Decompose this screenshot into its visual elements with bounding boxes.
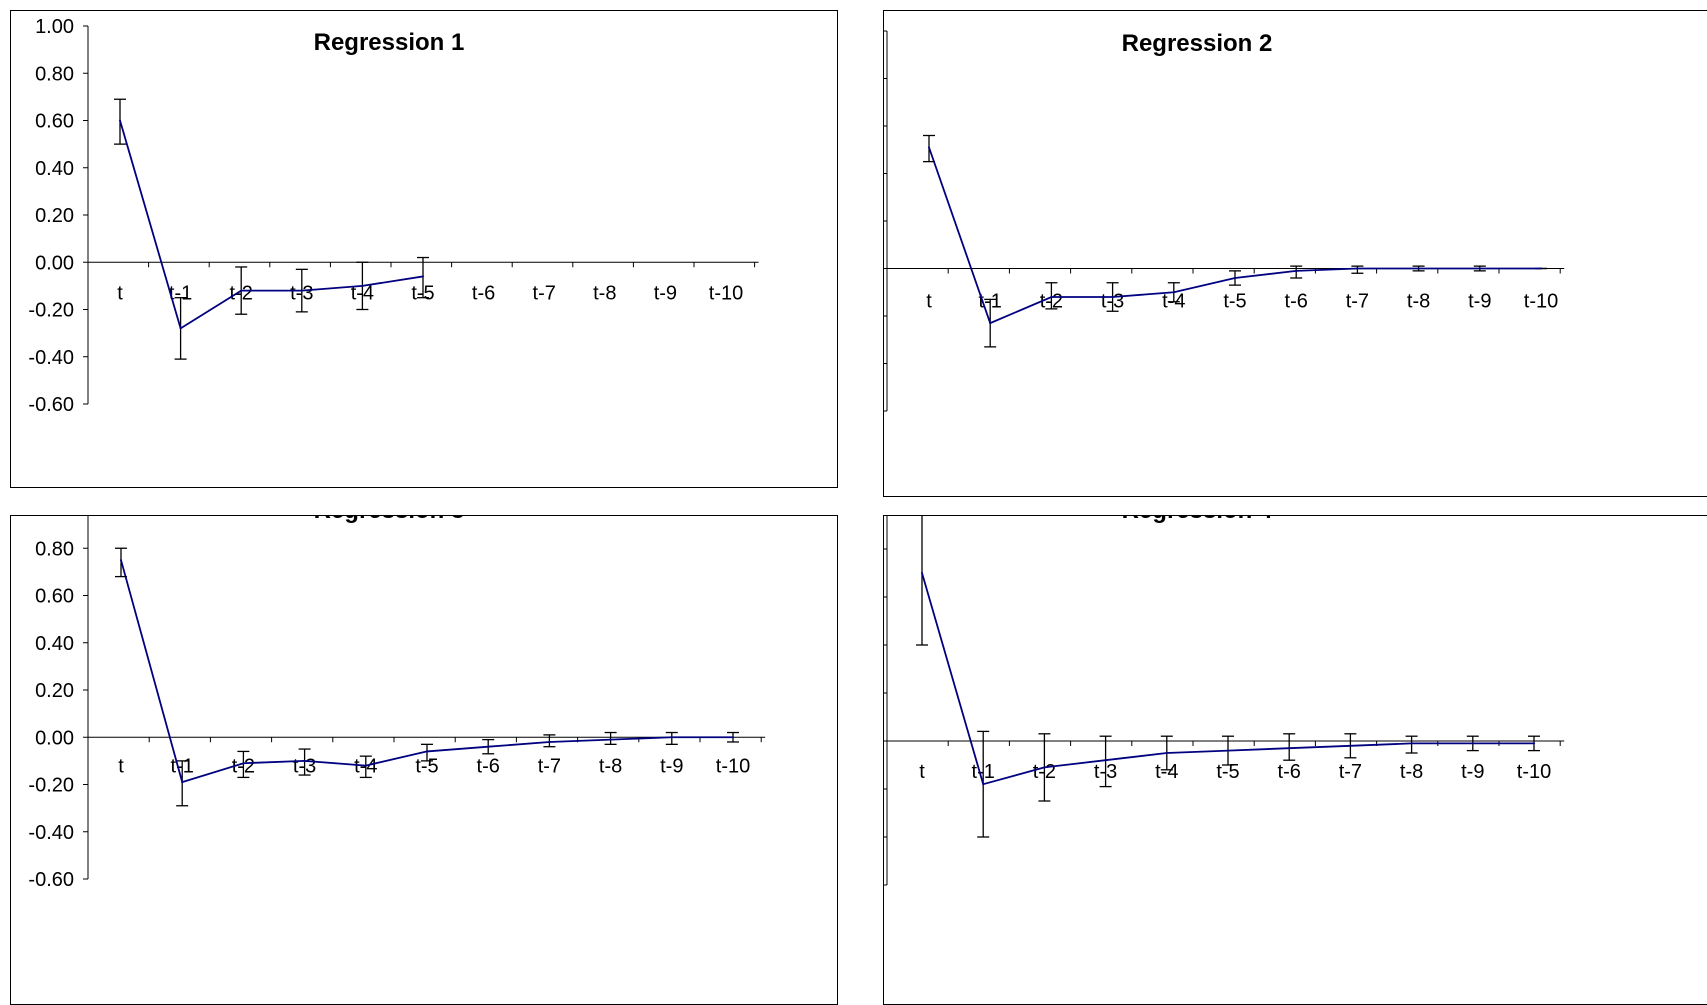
data-point [119, 119, 121, 122]
x-tick-label: t [118, 755, 124, 777]
x-tick-label: t-6 [1278, 761, 1301, 783]
y-tick-label: 0.40 [35, 158, 74, 180]
data-point [300, 289, 303, 292]
chart-svg: Regression 31.000.800.600.400.200.00-0.2… [28, 516, 766, 891]
x-tick-label: t [919, 761, 925, 783]
data-point [1471, 742, 1474, 745]
data-point [361, 284, 364, 287]
data-point [1478, 267, 1481, 270]
data-point [242, 762, 245, 765]
x-tick-label: t-8 [599, 755, 622, 777]
x-tick-label: t-9 [654, 282, 677, 304]
y-tick-label: 0.80 [35, 538, 74, 560]
data-point [1234, 277, 1236, 279]
data-point [487, 745, 490, 748]
data-point [364, 764, 367, 767]
data-point [548, 740, 551, 743]
chart-panel-regression-2: Regression 21.000.800.600.400.200.00-0.2… [883, 10, 1707, 497]
x-tick-label: t-10 [1524, 291, 1558, 313]
y-tick-label: -0.20 [28, 775, 74, 797]
x-tick-label: t [926, 291, 932, 313]
data-point [181, 781, 184, 784]
chart-title: Regression 1 [314, 29, 465, 56]
chart-panel-regression-4: Regression 41.000.800.600.400.200.00-0.2… [883, 515, 1707, 1005]
data-point [426, 750, 428, 753]
data-point [1165, 752, 1168, 754]
x-tick-label: t-1 [169, 282, 192, 304]
data-point [1417, 267, 1420, 270]
data-point [120, 559, 122, 562]
data-point [989, 322, 992, 325]
y-tick-label: -0.40 [28, 822, 74, 844]
data-point [1540, 267, 1542, 270]
x-tick-label: t-10 [709, 282, 743, 304]
y-tick-label: 0.40 [35, 633, 74, 655]
y-tick-label: 0.20 [35, 680, 74, 702]
x-tick-label: t-8 [1400, 761, 1423, 783]
data-point [1172, 291, 1175, 294]
data-point [982, 783, 985, 786]
x-tick-label: t-9 [660, 755, 683, 777]
x-tick-label: t-9 [1461, 761, 1484, 783]
x-tick-label: t-8 [1407, 291, 1430, 313]
data-point [921, 572, 923, 574]
data-point [1043, 766, 1046, 769]
data-point [1288, 747, 1291, 750]
x-tick-label: t [117, 282, 123, 304]
data-point [1356, 267, 1359, 270]
chart-svg: Regression 1 1.00 0.80 0.60 0.40 0.20 0.00 -0.2… [28, 16, 759, 416]
data-point [1410, 742, 1413, 745]
x-tick-label: t-10 [1517, 761, 1551, 783]
x-tick-label: t-9 [1468, 291, 1491, 313]
x-tick-label: t-7 [533, 282, 556, 304]
chart-svg: Regression 41.000.800.600.400.200.00-0.2… [884, 516, 1565, 886]
data-point [1111, 296, 1114, 298]
y-tick-label: 0.60 [35, 586, 74, 608]
data-point [928, 146, 930, 149]
x-tick-label: t-6 [472, 282, 495, 304]
y-tick-label: -0.60 [28, 869, 74, 891]
data-point [1349, 744, 1352, 747]
data-point [1104, 759, 1107, 762]
data-point [240, 289, 243, 292]
chart-title: Regression 4 [1122, 516, 1273, 524]
chart-panel-regression-1: Regression 1 1.00 0.80 0.60 0.40 0.20 0.00 -0.2… [10, 10, 838, 488]
data-point [422, 275, 424, 278]
data-point [303, 759, 306, 762]
x-tick-label: t-6 [1285, 291, 1308, 313]
x-tick-label: t-7 [1346, 291, 1369, 313]
y-tick-label: 0.20 [35, 205, 74, 227]
x-tick-label: t-7 [538, 755, 561, 777]
chart-title: Regression 2 [1122, 30, 1273, 57]
x-tick-label: t-7 [1339, 761, 1362, 783]
x-tick-label: t-5 [1223, 291, 1246, 313]
data-point [1050, 296, 1053, 298]
y-tick-label: 0.00 [35, 727, 74, 749]
data-point [609, 738, 612, 741]
data-point [1295, 269, 1298, 272]
chart-panel-regression-3: Regression 31.000.800.600.400.200.00-0.2… [10, 515, 838, 1005]
x-tick-label: t-4 [1155, 761, 1178, 783]
data-point [1533, 742, 1535, 745]
x-tick-label: t-6 [477, 755, 500, 777]
data-point [1227, 749, 1229, 752]
chart-svg: Regression 21.000.800.600.400.200.00-0.2… [884, 30, 1565, 412]
x-tick-label: t-8 [593, 282, 616, 304]
y-tick-label: -0.40 [28, 347, 74, 369]
y-tick-label: 0.80 [35, 63, 74, 85]
data-point [732, 736, 734, 739]
series-line [119, 120, 424, 330]
y-tick-label: -0.20 [28, 300, 74, 322]
data-point [670, 736, 673, 739]
y-tick-label: -0.60 [28, 394, 74, 416]
y-tick-label: 0.60 [35, 111, 74, 133]
y-tick-label: 1.00 [35, 16, 74, 38]
x-tick-label: t-5 [1216, 761, 1239, 783]
data-point [179, 327, 182, 330]
x-tick-label: t-10 [716, 755, 750, 777]
chart-title: Regression 3 [314, 516, 465, 524]
y-tick-label: 0.00 [35, 252, 74, 274]
